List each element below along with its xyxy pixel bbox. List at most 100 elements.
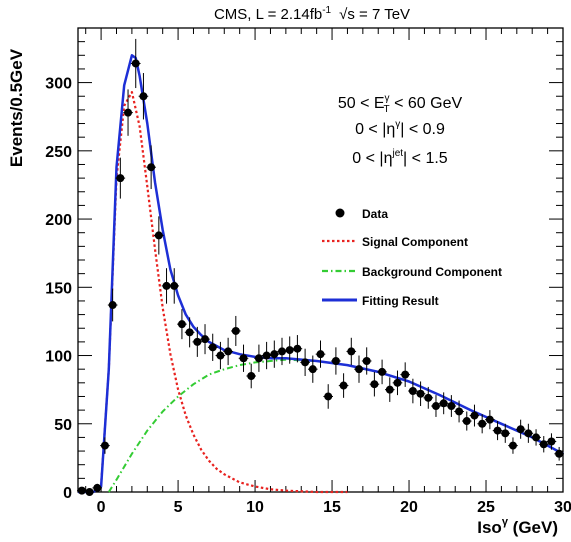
data-marker (408, 387, 417, 396)
data-marker (447, 402, 456, 411)
data-point (223, 337, 233, 366)
data-point (515, 419, 526, 439)
data-point (361, 347, 372, 375)
data-point (531, 429, 541, 446)
cut-line-2: 0 < |ηγ| < 0.9 (355, 119, 445, 138)
data-point (277, 337, 287, 366)
data-marker (362, 356, 371, 365)
cut-text: 50 < E (338, 95, 385, 112)
data-point (269, 340, 280, 368)
title-energy: = 7 TeV (355, 6, 410, 23)
data-point (323, 384, 333, 409)
data-point (138, 73, 149, 120)
data-marker (462, 417, 471, 426)
legend-entry: Fitting Result (322, 294, 439, 308)
data-point (115, 157, 126, 199)
data-point (200, 324, 210, 355)
data-marker (501, 429, 510, 438)
legend-entry: Background Component (322, 265, 502, 279)
data-point (546, 433, 557, 450)
data-marker (324, 392, 333, 401)
data-point (177, 309, 187, 340)
cut-superscript: γ (395, 119, 400, 130)
data-point (238, 344, 249, 372)
legend-label: Data (362, 207, 388, 221)
cut-text: | < 1.5 (403, 150, 448, 167)
data-point (461, 411, 472, 431)
y-axis-label: Events/0.5GeV (7, 48, 26, 167)
data-point (408, 378, 418, 404)
data-point (415, 381, 426, 407)
data-marker (208, 343, 217, 352)
data-point (246, 363, 257, 389)
x-tick-label: 10 (246, 499, 264, 516)
y-tick-label: 150 (45, 280, 72, 297)
data-marker (193, 337, 202, 346)
cut-text: 0 < |η (355, 121, 395, 138)
data-point (254, 344, 264, 372)
data-marker (439, 399, 448, 408)
legend-label: Signal Component (362, 235, 468, 249)
y-tick-label: 0 (63, 485, 72, 502)
data-marker (347, 347, 356, 356)
data-marker (516, 425, 525, 434)
title-text: CMS, L = 2.14fb (214, 6, 322, 23)
data-marker (485, 415, 494, 424)
data-marker (278, 347, 287, 356)
x-tick-label: 30 (554, 499, 571, 516)
data-marker (393, 378, 402, 387)
data-marker (254, 354, 263, 363)
data-marker (339, 381, 348, 390)
data-marker (85, 488, 94, 496)
data-marker (154, 231, 163, 240)
x-axis-label-unit: (GeV) (508, 518, 558, 537)
data-marker (331, 356, 340, 365)
x-tick-label: 5 (174, 499, 183, 516)
data-marker (354, 365, 363, 374)
data-point (346, 337, 357, 366)
data-point (554, 446, 564, 461)
data-point (154, 216, 164, 255)
data-marker (124, 108, 133, 117)
data-marker (162, 281, 171, 290)
data-point (469, 404, 480, 427)
data-marker (108, 301, 117, 310)
data-marker (431, 402, 440, 411)
y-tick-label: 300 (45, 76, 72, 93)
x-tick-label: 25 (477, 499, 495, 516)
cut-subscript: T (384, 104, 390, 115)
data-point (508, 437, 518, 454)
data-point (284, 336, 295, 364)
data-marker (493, 426, 502, 435)
data-point (523, 423, 534, 443)
x-axis-label-superscript: γ (502, 516, 509, 528)
data-marker (539, 440, 548, 449)
cut-text: 0 < |η (352, 150, 392, 167)
cut-text: | < 0.9 (400, 121, 445, 138)
data-marker (308, 365, 317, 374)
data-marker (247, 372, 256, 380)
data-marker (231, 326, 240, 335)
cut-line-3: 0 < |ηjet| < 1.5 (352, 148, 447, 167)
data-point (538, 436, 549, 453)
data-marker (77, 486, 86, 495)
data-marker (262, 351, 271, 360)
data-points (77, 38, 564, 496)
data-point (400, 362, 410, 387)
data-point (215, 341, 226, 370)
title-superscript: -1 (322, 5, 331, 16)
data-point (369, 371, 380, 397)
title-sqrt-s: √s (339, 6, 355, 23)
y-tick-label: 100 (45, 349, 72, 366)
data-marker (416, 389, 425, 398)
chart-title: CMS, L = 2.14fb-1 √s = 7 TeV (214, 5, 410, 23)
data-point (384, 377, 395, 402)
data-marker (555, 449, 564, 458)
legend-label: Fitting Result (362, 294, 439, 308)
data-point (354, 355, 364, 383)
data-point (123, 89, 133, 136)
x-tick-label: 15 (323, 499, 341, 516)
data-marker (478, 419, 487, 428)
data-marker (424, 393, 433, 402)
